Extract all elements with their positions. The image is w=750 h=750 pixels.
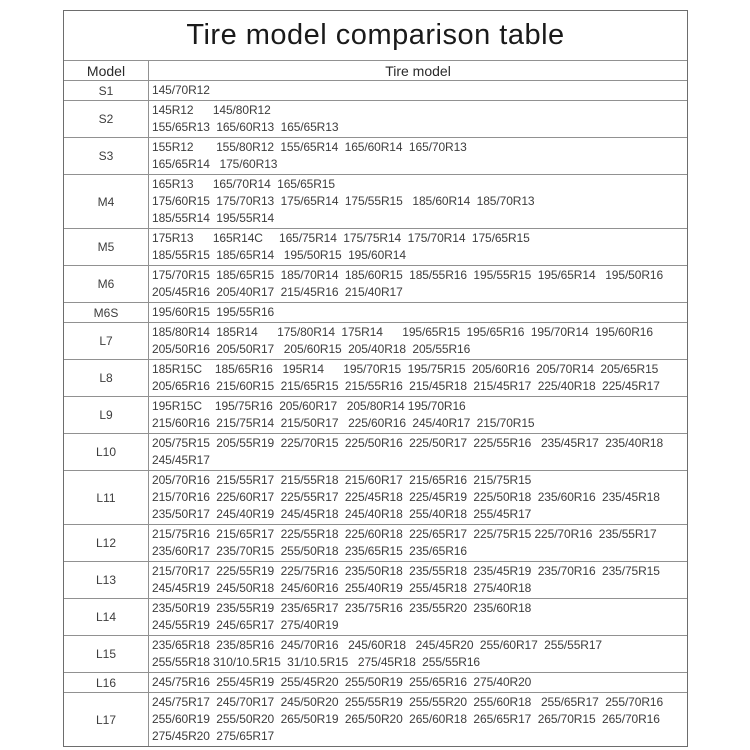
table-row: M4 165R13 165/70R14 165/65R15 175/60R15 17… — [64, 175, 687, 229]
tire-cell: 175/70R15 185/65R15 185/70R14 185/60R15 … — [149, 266, 687, 302]
model-cell: L17 — [64, 693, 149, 746]
model-cell: S3 — [64, 138, 149, 174]
tire-cell: 205/70R16 215/55R17 215/55R18 215/60R17 … — [149, 471, 687, 524]
table-row: M6S 195/60R15 195/55R16 — [64, 303, 687, 323]
model-cell: S1 — [64, 81, 149, 100]
table-row: M6 175/70R15 185/65R15 185/70R14 185/60R1… — [64, 266, 687, 303]
model-cell: M5 — [64, 229, 149, 265]
model-cell: L15 — [64, 636, 149, 672]
model-cell: M4 — [64, 175, 149, 228]
tire-cell: 195/60R15 195/55R16 — [149, 303, 687, 322]
page-title: Tire model comparison table — [186, 19, 565, 51]
tire-size-line: 235/50R19 235/55R19 235/65R17 235/75R16 … — [152, 601, 532, 615]
table-row: L10 205/75R15 205/55R19 225/70R15 225/50R… — [64, 434, 687, 471]
tire-size-line: 245/55R19 245/65R17 275/40R19 — [152, 618, 339, 632]
table-row: S2 145R12 145/80R12 155/65R13 165/60R13 16… — [64, 101, 687, 138]
tire-cell: 155R12 155/80R12 155/65R14 165/60R14 165… — [149, 138, 687, 174]
tire-size-line: 245/75R17 245/70R17 245/50R20 255/55R19 … — [152, 695, 664, 709]
column-header-tire-model: Tire model — [385, 62, 451, 79]
tire-size-line: 205/65R16 215/60R15 215/65R15 215/55R16 … — [152, 379, 660, 393]
table-row: L9 195R15C 195/75R16 205/60R17 205/80R14 … — [64, 397, 687, 434]
table-row: L15 235/65R18 235/85R16 245/70R16 245/60R… — [64, 636, 687, 673]
tire-size-line: 155R12 155/80R12 155/65R14 165/60R14 165… — [152, 140, 467, 154]
model-cell: L8 — [64, 360, 149, 396]
table-row: M5 175R13 165R14C 165/75R14 175/75R14 175… — [64, 229, 687, 266]
tire-size-line: 275/45R20 275/65R17 — [152, 729, 275, 743]
table-row: L16 245/75R16 255/45R19 255/45R20 255/50R… — [64, 673, 687, 693]
table-body: S1 145/70R12 S2 145R12 145/80R12 155/65R13 1… — [64, 81, 687, 746]
tire-cell: 215/75R16 215/65R17 225/55R18 225/60R18 … — [149, 525, 687, 561]
tire-cell: 205/75R15 205/55R19 225/70R15 225/50R16 … — [149, 434, 687, 470]
model-cell: L11 — [64, 471, 149, 524]
table-header-row: Model Tire model — [64, 61, 687, 81]
table-row: L14 235/50R19 235/55R19 235/65R17 235/75R… — [64, 599, 687, 636]
model-cell: M6 — [64, 266, 149, 302]
tire-cell: 235/50R19 235/55R19 235/65R17 235/75R16 … — [149, 599, 687, 635]
tire-cell: 195R15C 195/75R16 205/60R17 205/80R14 19… — [149, 397, 687, 433]
tire-comparison-table: Tire model comparison table Model Tire m… — [63, 10, 688, 747]
tire-cell: 185/80R14 185R14 175/80R14 175R14 195/65… — [149, 323, 687, 359]
tire-size-line: 195/60R15 195/55R16 — [152, 305, 275, 319]
tire-size-line: 205/45R16 205/40R17 215/45R16 215/40R17 — [152, 285, 403, 299]
tire-size-line: 155/65R13 165/60R13 165/65R13 — [152, 120, 339, 134]
model-cell: L12 — [64, 525, 149, 561]
table-row: L11 205/70R16 215/55R17 215/55R18 215/60R… — [64, 471, 687, 525]
tire-cell: 215/70R17 225/55R19 225/75R16 235/50R18 … — [149, 562, 687, 598]
tire-size-line: 245/45R17 — [152, 453, 210, 467]
tire-size-line: 205/75R15 205/55R19 225/70R15 225/50R16 … — [152, 436, 664, 450]
table-row: S3 155R12 155/80R12 155/65R14 165/60R14 1… — [64, 138, 687, 175]
tire-cell: 145R12 145/80R12 155/65R13 165/60R13 165/… — [149, 101, 687, 137]
tire-size-line: 235/50R17 245/40R19 245/45R18 245/40R18 … — [152, 507, 532, 521]
tire-size-line: 255/55R18 310/10.5R15 31/10.5R15 275/45R… — [152, 655, 480, 669]
column-header-model: Model — [64, 61, 149, 80]
tire-size-line: 215/70R16 225/60R17 225/55R17 225/45R18 … — [152, 490, 660, 504]
model-cell: L7 — [64, 323, 149, 359]
tire-size-line: 145R12 145/80R12 — [152, 103, 271, 117]
table-row: L13 215/70R17 225/55R19 225/75R16 235/50R… — [64, 562, 687, 599]
tire-size-line: 165R13 165/70R14 165/65R15 — [152, 177, 335, 191]
table-title-row: Tire model comparison table — [64, 11, 687, 61]
tire-size-line: 205/70R16 215/55R17 215/55R18 215/60R17 … — [152, 473, 532, 487]
tire-cell: 245/75R16 255/45R19 255/45R20 255/50R19 … — [149, 673, 687, 692]
tire-size-line: 145/70R12 — [152, 83, 210, 97]
tire-size-line: 205/50R16 205/50R17 205/60R15 205/40R18 … — [152, 342, 471, 356]
tire-size-line: 175/60R15 175/70R13 175/65R14 175/55R15 … — [152, 194, 535, 208]
tire-size-line: 165/65R14 175/60R13 — [152, 157, 278, 171]
tire-size-line: 175R13 165R14C 165/75R14 175/75R14 175/7… — [152, 231, 530, 245]
model-cell: L16 — [64, 673, 149, 692]
tire-cell: 145/70R12 — [149, 81, 687, 100]
model-cell: S2 — [64, 101, 149, 137]
table-row: S1 145/70R12 — [64, 81, 687, 101]
model-cell: M6S — [64, 303, 149, 322]
tire-cell: 235/65R18 235/85R16 245/70R16 245/60R18 … — [149, 636, 687, 672]
tire-size-line: 245/75R16 255/45R19 255/45R20 255/50R19 … — [152, 675, 532, 689]
tire-size-line: 235/65R18 235/85R16 245/70R16 245/60R18 … — [152, 638, 602, 652]
tire-size-line: 215/75R16 215/65R17 225/55R18 225/60R18 … — [152, 527, 657, 541]
tire-size-line: 235/60R17 235/70R15 255/50R18 235/65R15 … — [152, 544, 467, 558]
table-row: L17 245/75R17 245/70R17 245/50R20 255/55R… — [64, 693, 687, 746]
table-row: L7 185/80R14 185R14 175/80R14 175R14 195/… — [64, 323, 687, 360]
table-row: L8 185R15C 185/65R16 195R14 195/70R15 195… — [64, 360, 687, 397]
tire-cell: 165R13 165/70R14 165/65R15 175/60R15 175/… — [149, 175, 687, 228]
tire-cell: 185R15C 185/65R16 195R14 195/70R15 195/7… — [149, 360, 687, 396]
tire-size-line: 175/70R15 185/65R15 185/70R14 185/60R15 … — [152, 268, 664, 282]
table-row: L12 215/75R16 215/65R17 225/55R18 225/60R… — [64, 525, 687, 562]
tire-size-line: 185/80R14 185R14 175/80R14 175R14 195/65… — [152, 325, 653, 339]
tire-size-line: 245/45R19 245/50R18 245/60R16 255/40R19 … — [152, 581, 532, 595]
tire-size-line: 195R15C 195/75R16 205/60R17 205/80R14 19… — [152, 399, 466, 413]
model-cell: L14 — [64, 599, 149, 635]
tire-size-line: 185/55R15 185/65R14 195/50R15 195/60R14 — [152, 248, 406, 262]
tire-size-line: 215/60R16 215/75R14 215/50R17 225/60R16 … — [152, 416, 535, 430]
model-cell: L13 — [64, 562, 149, 598]
tire-size-line: 185/55R14 195/55R14 — [152, 211, 275, 225]
tire-cell: 245/75R17 245/70R17 245/50R20 255/55R19 … — [149, 693, 687, 746]
tire-cell: 175R13 165R14C 165/75R14 175/75R14 175/7… — [149, 229, 687, 265]
model-cell: L9 — [64, 397, 149, 433]
tire-size-line: 215/70R17 225/55R19 225/75R16 235/50R18 … — [152, 564, 660, 578]
tire-size-line: 185R15C 185/65R16 195R14 195/70R15 195/7… — [152, 362, 659, 376]
tire-size-line: 255/60R19 255/50R20 265/50R19 265/50R20 … — [152, 712, 660, 726]
model-cell: L10 — [64, 434, 149, 470]
